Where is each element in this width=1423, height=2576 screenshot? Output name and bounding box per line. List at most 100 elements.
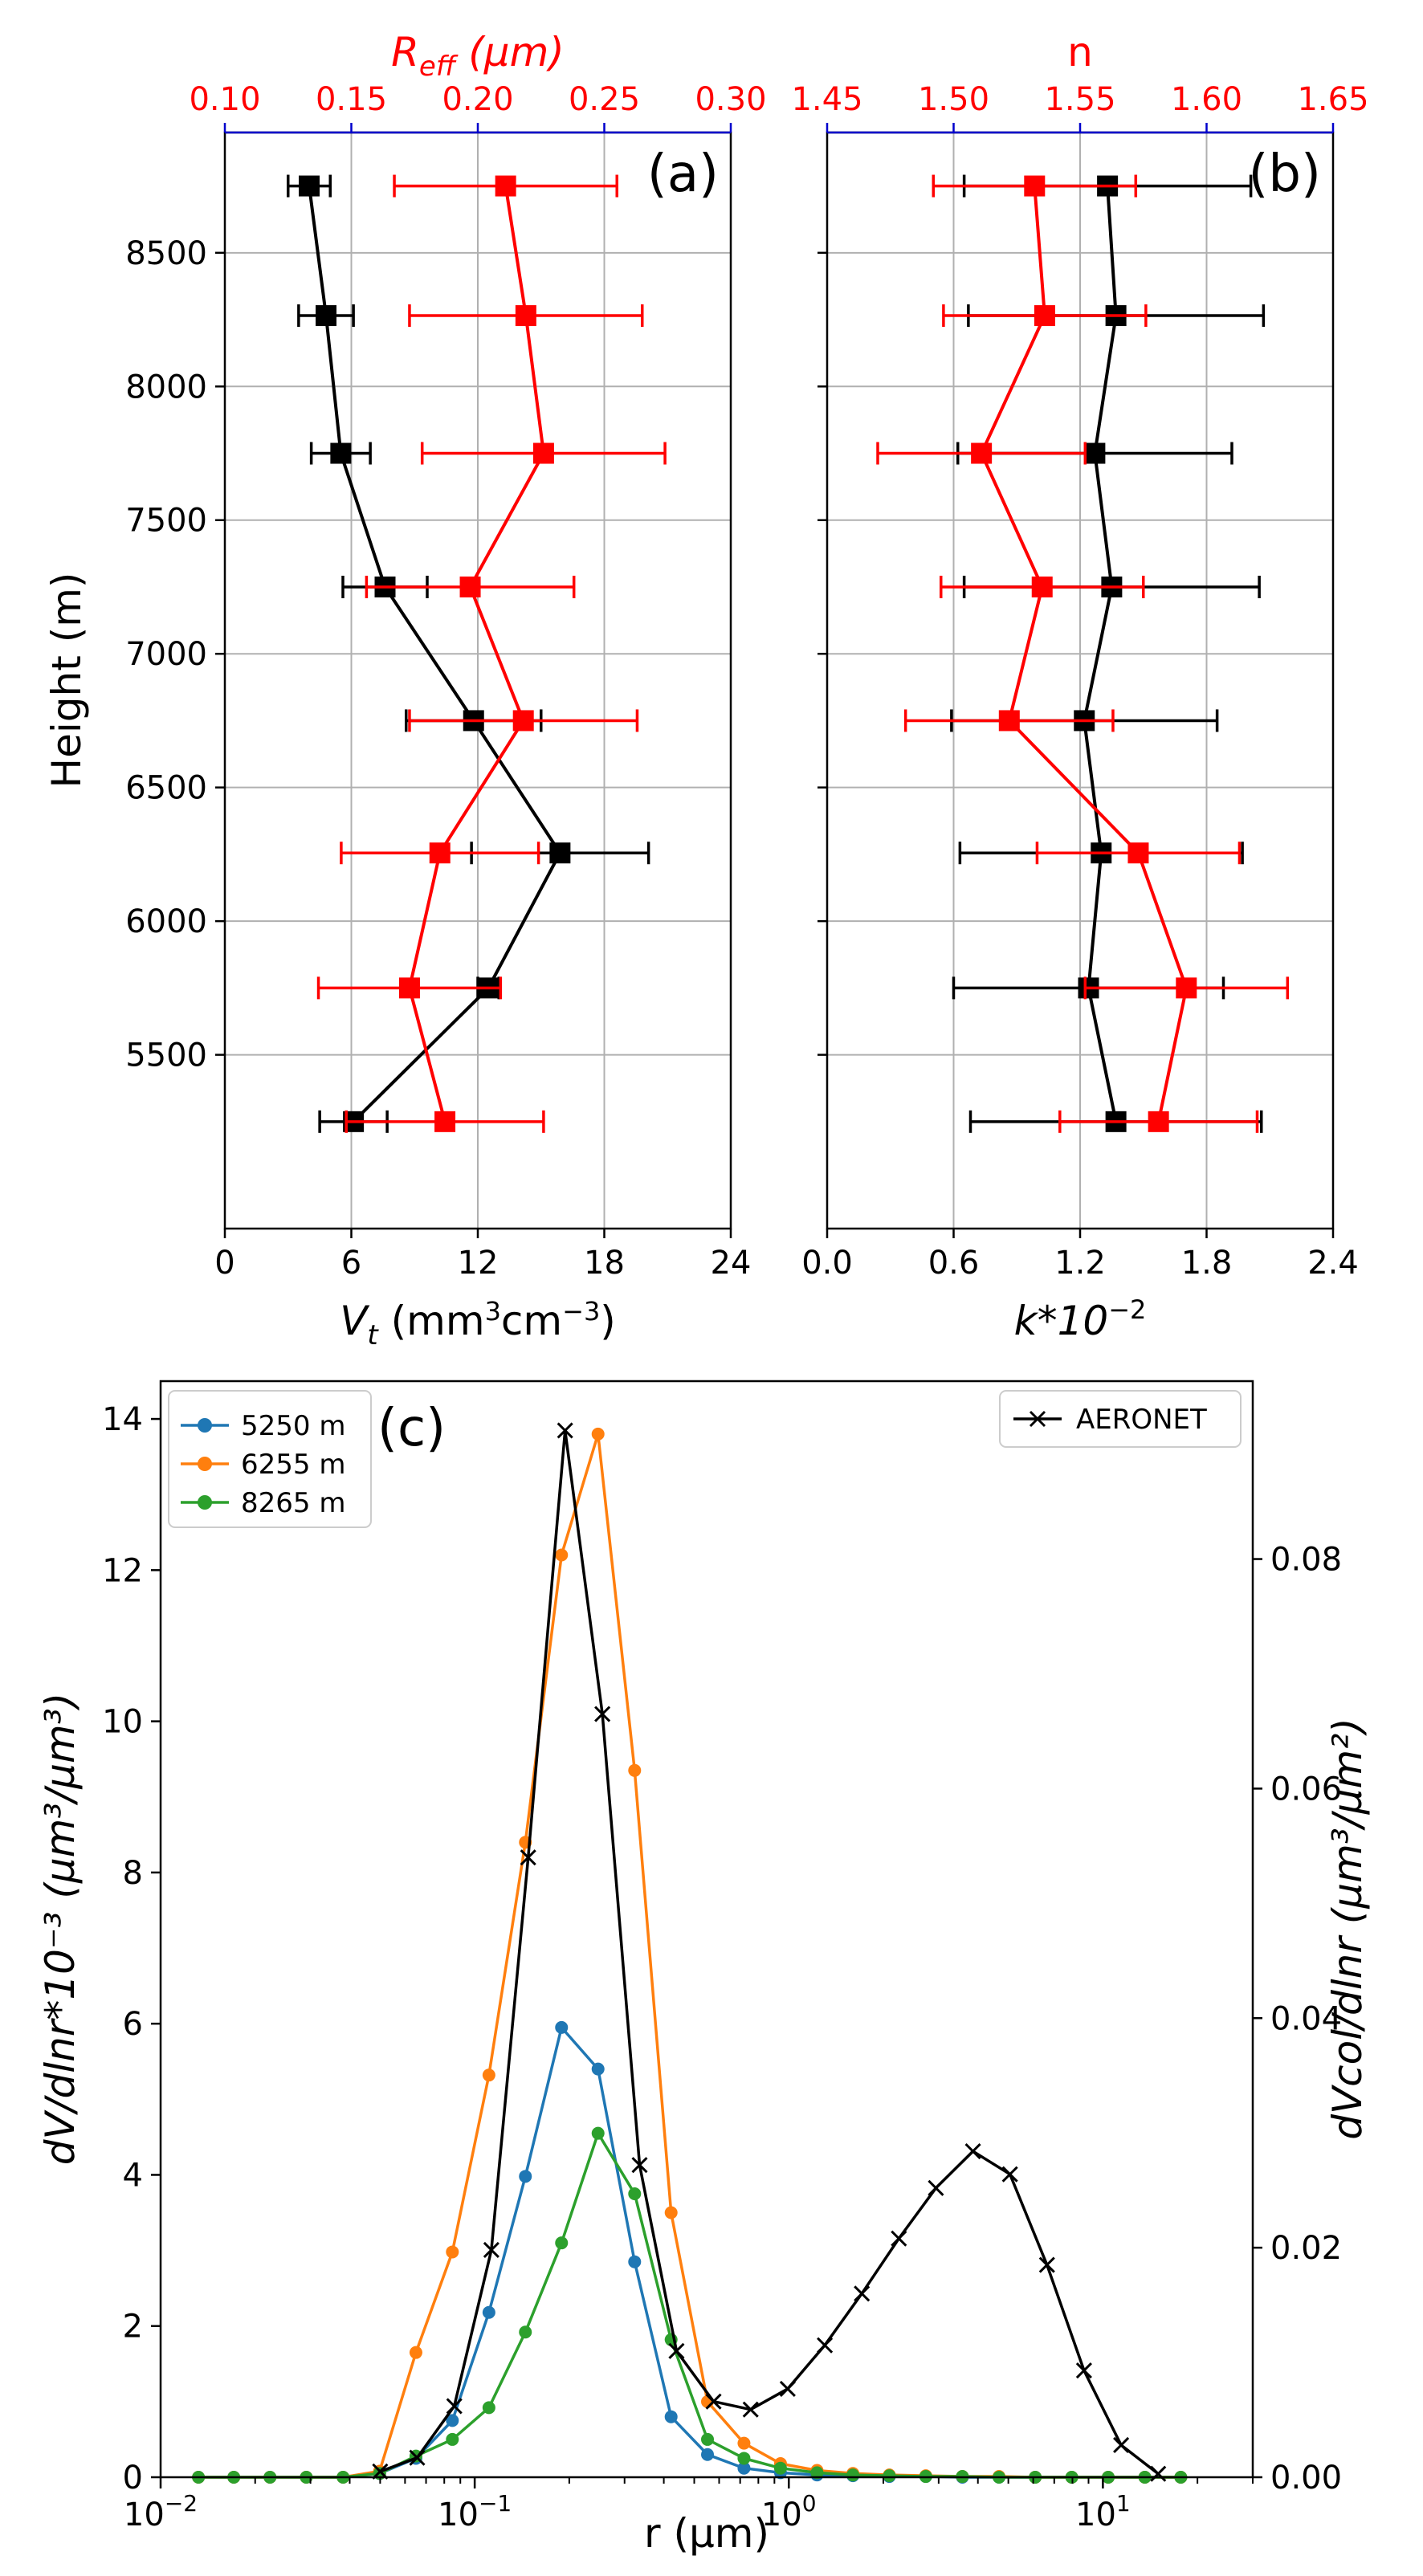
point	[737, 2452, 751, 2465]
legend-label: AERONET	[1076, 1404, 1207, 1436]
marker-n	[1127, 842, 1149, 864]
line-reff	[407, 185, 545, 1123]
panel-a-toplabel: Reff (μm)	[391, 29, 565, 83]
point-aeronet	[1001, 2166, 1018, 2183]
ytick-label: 5500	[125, 1037, 207, 1074]
series-reff	[316, 174, 667, 1133]
top-tick-label: 1.50	[918, 81, 989, 118]
panel-a-ylabel: Height (m)	[43, 573, 90, 789]
point-aeronet	[964, 2143, 981, 2160]
point-aeronet-stroke	[1075, 2362, 1092, 2379]
xtick-base: 10	[438, 2497, 479, 2533]
point	[701, 2448, 715, 2461]
ytick-label: 8000	[125, 369, 207, 406]
top-tick-label: 1.60	[1171, 81, 1242, 118]
top-tick-label: 0.10	[189, 81, 260, 118]
point-aeronet	[891, 2230, 907, 2247]
marker-reff	[495, 175, 516, 197]
point-aeronet	[779, 2380, 796, 2398]
panel-a-tag: (a)	[647, 145, 719, 204]
point-aeronet-stroke	[594, 1706, 611, 1722]
xtick-base: 10	[124, 2497, 165, 2533]
ytick-label: 12	[102, 1552, 143, 1589]
xtick-label: 0	[214, 1245, 234, 1282]
point-aeronet	[520, 1849, 536, 1866]
point	[482, 2069, 495, 2082]
xtick-label: 1.8	[1181, 1245, 1233, 1282]
panel-a-toplabel-base: R	[391, 29, 419, 75]
xtick-exp: −1	[479, 2490, 512, 2517]
line-n	[979, 185, 1189, 1123]
point-aeronet	[1150, 2465, 1167, 2482]
point-aeronet-stroke	[1038, 2256, 1055, 2273]
point	[591, 2126, 605, 2140]
marker-vt	[299, 175, 320, 197]
legend-swatch-dot	[198, 1457, 212, 1471]
legend-label: 5250 m	[241, 1410, 345, 1442]
point-aeronet	[557, 1422, 573, 1439]
point	[628, 2187, 642, 2200]
ytick-label: 8500	[125, 235, 207, 272]
point	[664, 2206, 678, 2219]
point-aeronet	[409, 2449, 426, 2466]
marker-reff	[532, 442, 554, 464]
line-k	[1083, 185, 1118, 1123]
series-aeronet	[372, 1422, 1167, 2482]
panel-a-xlabel: Vt (mm3cm−3)	[340, 1296, 616, 1351]
xtick-label: 101	[1075, 2490, 1131, 2533]
point-aeronet	[483, 2241, 499, 2259]
legend-right-box	[999, 1390, 1242, 1448]
ytick-label: 6500	[125, 770, 207, 807]
point	[519, 2170, 532, 2183]
point	[737, 2461, 751, 2475]
point-aeronet-stroke	[742, 2401, 759, 2418]
legend-label: 6255 m	[241, 1449, 345, 1481]
marker-vt	[316, 305, 336, 327]
panel-a-xlabel-sub: t	[367, 1319, 379, 1351]
point-aeronet	[854, 2285, 871, 2302]
y2tick-label: 0.02	[1270, 2230, 1342, 2267]
panel-a-axes: 5500 6000 6500 7000 7500 8000 8500 0 6 12 18 24 0.10…	[125, 81, 766, 1282]
point-aeronet-stroke	[668, 2342, 685, 2359]
ytick-label: 7500	[125, 503, 207, 540]
panel-c-frame	[159, 1380, 1254, 2479]
marker-reff	[398, 977, 420, 999]
panel-b-toplabel: n	[1067, 29, 1093, 75]
panel-a: 5500 6000 6500 7000 7500 8000 8500 0 6 12 18 24 0.10…	[43, 29, 767, 1351]
xtick-label: 2.4	[1307, 1245, 1359, 1282]
point-aeronet-stroke	[557, 1422, 573, 1439]
point-aeronet-stroke	[928, 2179, 944, 2196]
point	[883, 2469, 896, 2483]
line-vt	[308, 185, 562, 1123]
point-aeronet-stroke	[520, 1849, 536, 1866]
marker-n	[1176, 977, 1197, 999]
point	[409, 2346, 422, 2359]
ytick-label: 14	[102, 1401, 143, 1438]
point-aeronet-stroke	[1150, 2465, 1167, 2482]
point-aeronet	[446, 2398, 463, 2415]
xtick-label: 100	[761, 2490, 817, 2533]
panel-a-series	[287, 174, 667, 1133]
marker-reff	[434, 1111, 456, 1132]
point-aeronet	[1038, 2256, 1055, 2273]
panel-b-series	[876, 174, 1290, 1133]
panel-c-y2label: dVcol/dlnr (μm³/μm²)	[1324, 1718, 1371, 2140]
top-tick-label: 0.15	[316, 81, 387, 118]
point	[773, 2461, 787, 2475]
panel-b: 0.0 0.6 1.2 1.8 2.41.45 1.50 1.55 1.60 1.65 (b) …	[791, 29, 1368, 1344]
xtick-label: 0.0	[801, 1245, 853, 1282]
point	[555, 2020, 569, 2034]
point-aeronet	[594, 1706, 611, 1722]
xtick-label: 10−2	[124, 2490, 198, 2533]
marker-n	[998, 710, 1020, 732]
point-aeronet	[631, 2157, 648, 2174]
legend-swatch-dot	[198, 1495, 212, 1510]
panel-c-tag: (c)	[377, 1399, 446, 1458]
point	[591, 2062, 605, 2076]
xtick-label: 10−1	[438, 2490, 512, 2533]
point-aeronet-stroke	[483, 2241, 499, 2259]
panel-a-toplabel-sub: eff	[419, 51, 459, 83]
xtick-label: 12	[458, 1245, 499, 1282]
